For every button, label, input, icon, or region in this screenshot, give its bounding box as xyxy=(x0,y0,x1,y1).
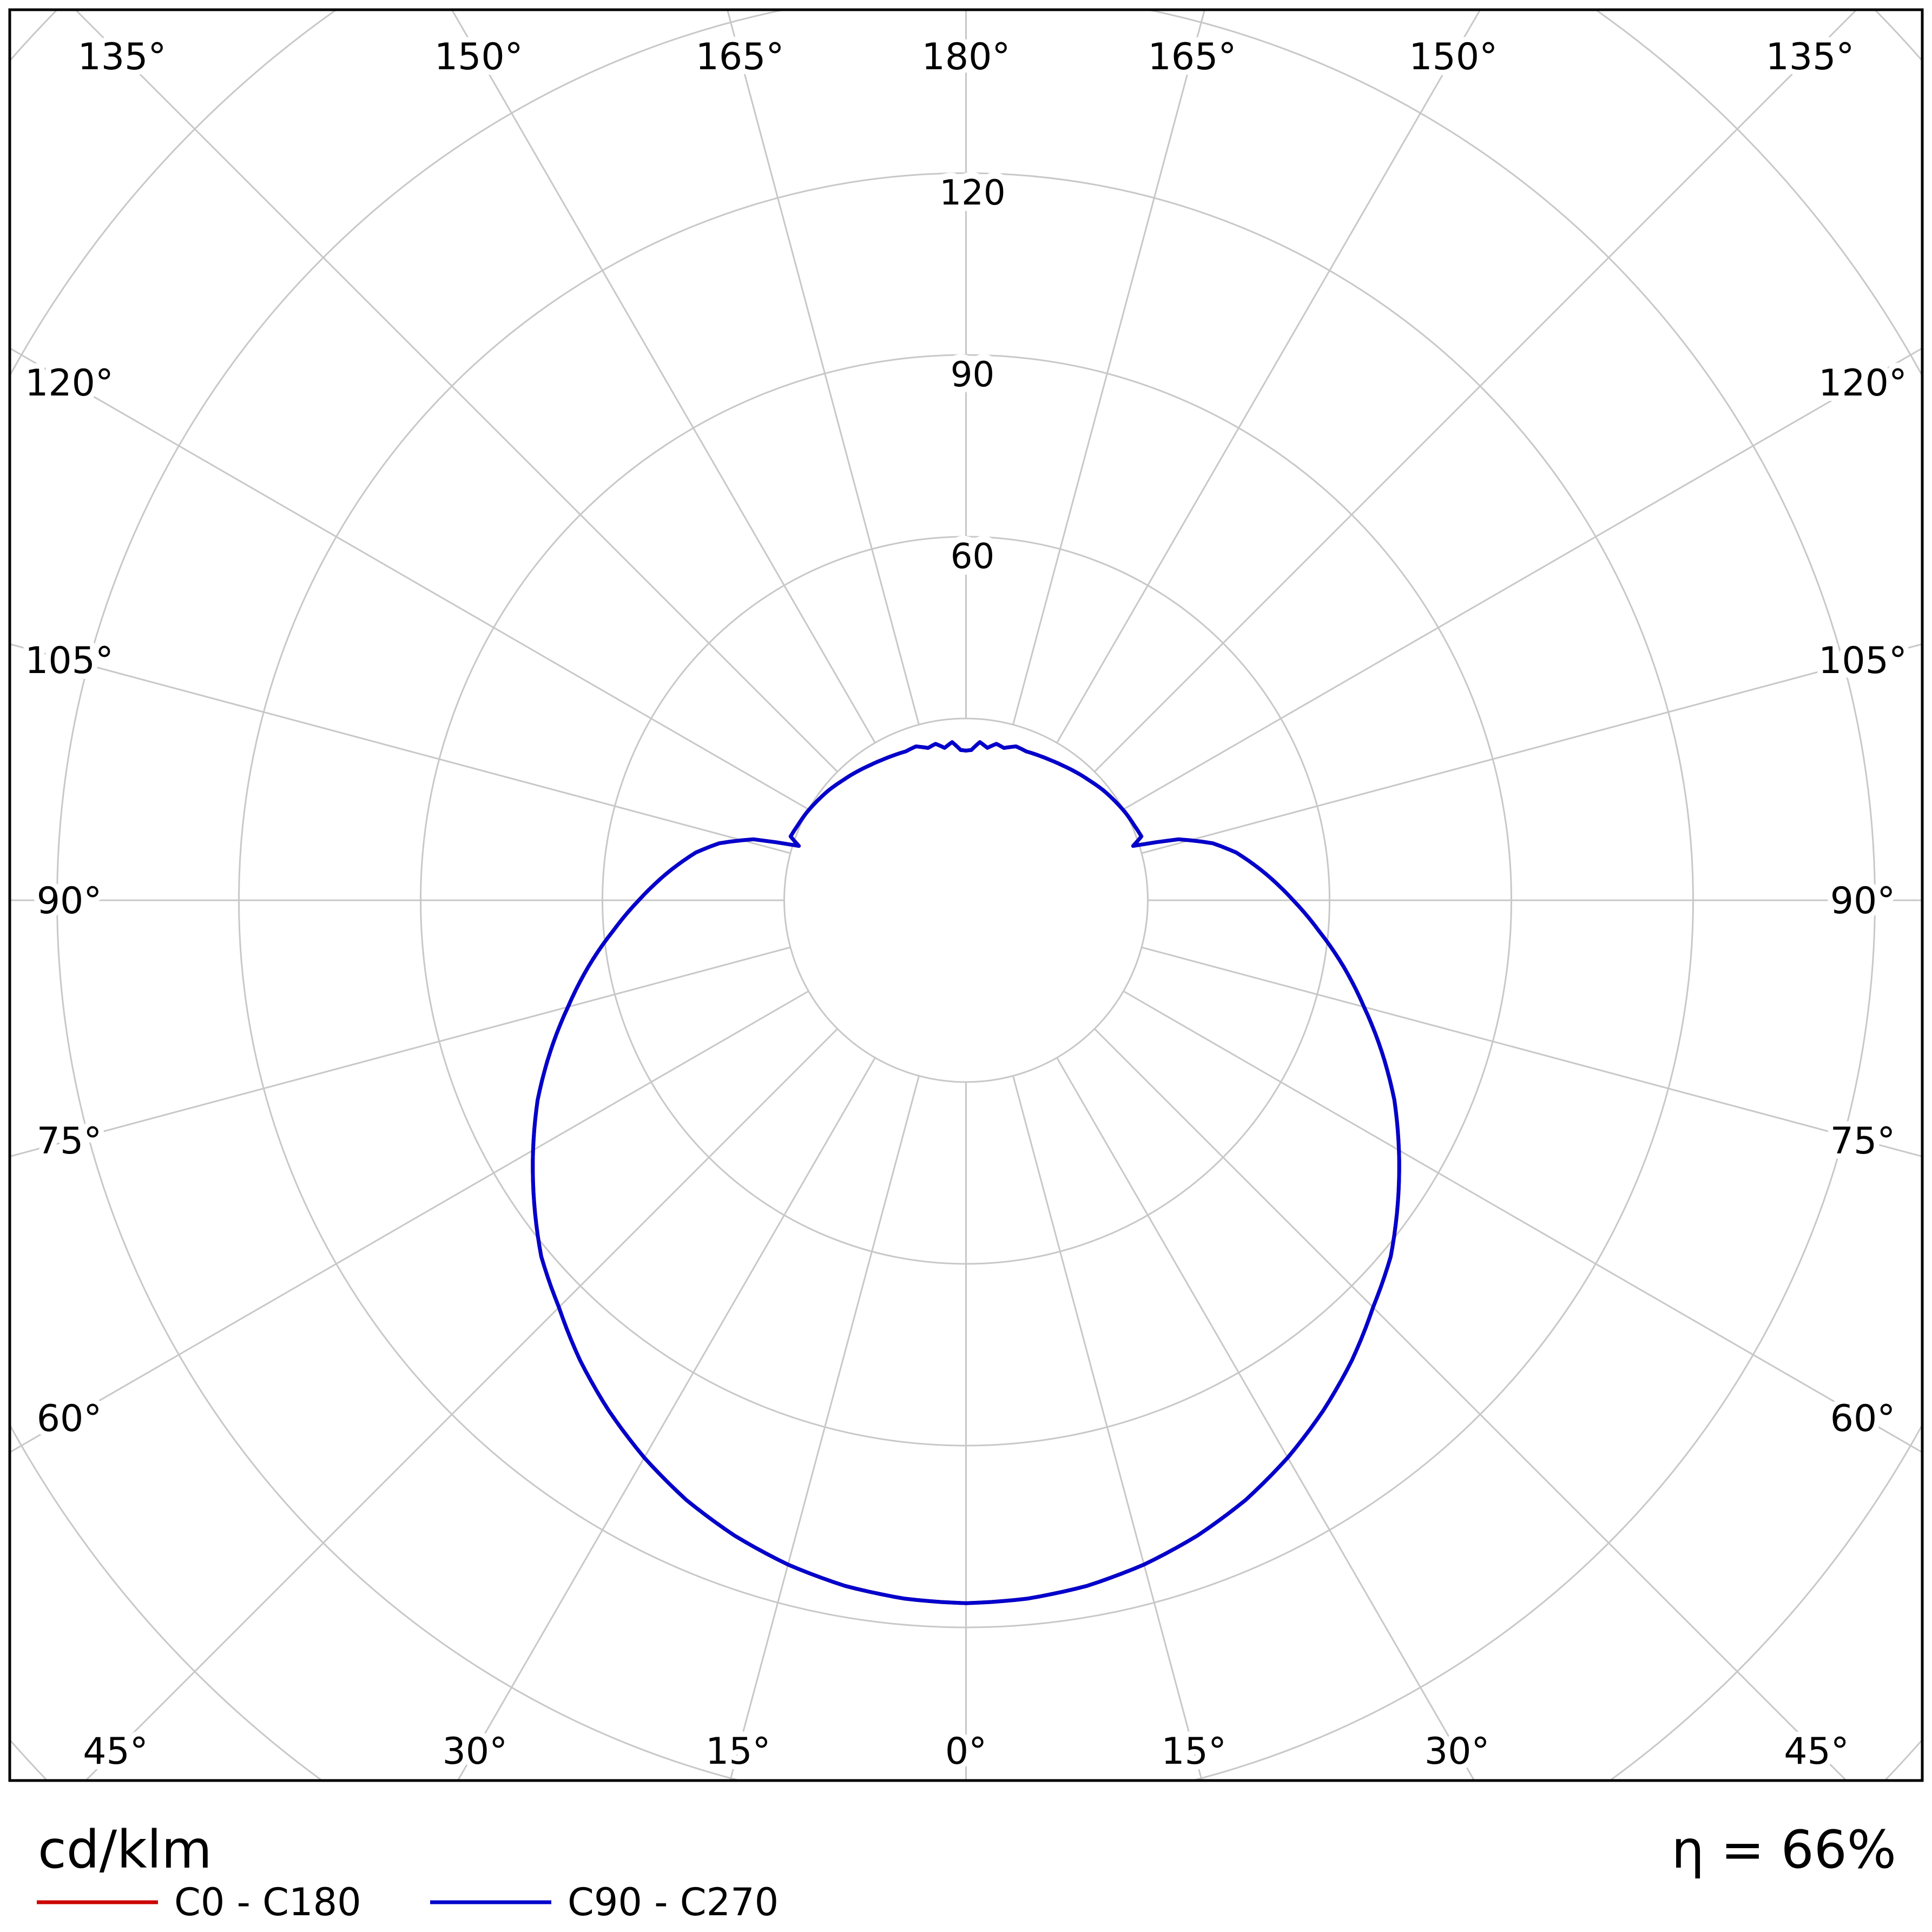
distribution-curves xyxy=(531,740,1401,1605)
axis-labels: 60 90 120 0° 15° 15° 30° 30° 45° 45° 60° 60° 75° 75° 9… xyxy=(19,30,1913,1778)
grid-ray-30 xyxy=(1056,1057,1475,1781)
grid-ray-120 xyxy=(1123,347,1922,810)
grid-ray-330 xyxy=(457,1057,876,1781)
angle-label-180: 180° xyxy=(922,36,1011,78)
grid-ray-45 xyxy=(1094,1028,1848,1781)
angle-label-15-left: 15° xyxy=(705,1730,771,1773)
angle-label-90-left: 90° xyxy=(37,880,102,922)
grid-circle-30 xyxy=(783,717,1149,1083)
legend: C0 - C180 C90 - C270 xyxy=(37,1880,779,1924)
angle-label-15-right: 15° xyxy=(1161,1730,1227,1773)
grid-ray-210 xyxy=(451,10,876,743)
unit-label: cd/klm xyxy=(38,1819,212,1880)
angle-label-150-left: 150° xyxy=(434,36,523,78)
angle-label-120-left: 120° xyxy=(25,362,114,405)
angle-label-135-left: 135° xyxy=(78,36,167,78)
legend-label-c0-c180: C0 - C180 xyxy=(174,1880,361,1924)
grid-ray-75 xyxy=(1141,946,1922,1158)
angle-label-165-left: 165° xyxy=(696,36,784,78)
angle-label-105-left: 105° xyxy=(25,639,114,682)
angle-label-60-left: 60° xyxy=(37,1397,102,1440)
grid-ray-105 xyxy=(1141,643,1922,854)
angle-label-75-left: 75° xyxy=(37,1120,102,1163)
angle-label-150-right: 150° xyxy=(1409,36,1498,78)
angle-label-0: 0° xyxy=(945,1730,987,1773)
angle-label-90-right: 90° xyxy=(1830,880,1896,922)
grid-ray-345 xyxy=(729,1076,920,1781)
radial-tick-label-90: 90 xyxy=(951,355,994,395)
angle-label-165-right: 165° xyxy=(1148,36,1237,78)
angle-label-60-right: 60° xyxy=(1830,1397,1896,1440)
angle-label-30-right: 30° xyxy=(1425,1730,1490,1773)
grid-ray-300 xyxy=(10,990,809,1454)
grid-ray-135 xyxy=(1094,10,1858,773)
grid-ray-60 xyxy=(1123,990,1922,1454)
curve-c90-c270 xyxy=(531,740,1401,1605)
angle-label-120-right: 120° xyxy=(1818,362,1907,405)
angle-label-45-right: 45° xyxy=(1784,1730,1849,1773)
plot-frame xyxy=(8,8,1924,1782)
radial-tick-label-120: 120 xyxy=(939,173,1005,213)
grid-ray-255 xyxy=(10,643,791,854)
grid-ray-240 xyxy=(10,347,809,810)
angle-label-75-right: 75° xyxy=(1830,1120,1896,1163)
grid-ray-15 xyxy=(1012,1076,1203,1781)
grid-ray-225 xyxy=(74,10,838,773)
radial-tick-label-60: 60 xyxy=(951,537,994,577)
efficiency-label: η = 66% xyxy=(1671,1819,1896,1880)
grid-ray-150 xyxy=(1056,10,1481,743)
grid-ray-195 xyxy=(726,10,920,725)
grid-ray-315 xyxy=(84,1028,838,1781)
angle-label-30-left: 30° xyxy=(443,1730,508,1773)
angle-label-105-right: 105° xyxy=(1818,639,1907,682)
angle-label-135-right: 135° xyxy=(1766,36,1855,78)
grid-ray-165 xyxy=(1012,10,1206,725)
grid-ray-285 xyxy=(10,946,791,1158)
angle-label-45-left: 45° xyxy=(83,1730,148,1773)
legend-label-c90-c270: C90 - C270 xyxy=(568,1880,779,1924)
